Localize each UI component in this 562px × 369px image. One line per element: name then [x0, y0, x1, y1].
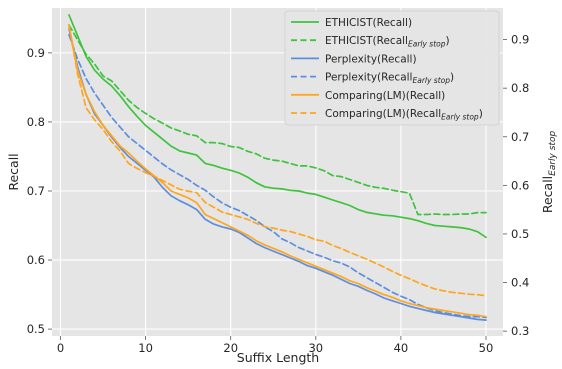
x-tick-label: 20 — [223, 341, 238, 355]
series-line-5 — [68, 24, 487, 297]
x-tick-label: 10 — [138, 341, 153, 355]
legend-label-main: ETHICIST(Recall — [325, 35, 408, 47]
y-right-tick-label: 0.3 — [511, 324, 529, 338]
series-line-2 — [68, 27, 487, 321]
x-tick-label: 50 — [479, 341, 494, 355]
y-right-tick-label: 0.5 — [511, 227, 529, 241]
y-right-tick-label: 0.4 — [511, 276, 529, 290]
x-tick-label: 0 — [57, 341, 64, 355]
legend-label-main: Perplexity(Recall) — [325, 53, 417, 65]
y-left-tick-label: 0.5 — [27, 322, 45, 336]
y-left-tick-label: 0.9 — [27, 46, 45, 60]
series-line-4 — [68, 24, 487, 318]
x-tick-label: 40 — [394, 341, 409, 355]
legend-label-close: ) — [446, 35, 450, 47]
y-right-tick-label: 0.7 — [511, 130, 529, 144]
series-line-1 — [68, 24, 487, 216]
series-line-3 — [68, 33, 487, 319]
y-right-tick-label: 0.8 — [511, 81, 529, 95]
y-left-axis-ticks: 0.5 0.6 0.7 0.8 0.9 — [27, 46, 52, 336]
series-lines — [68, 14, 487, 321]
legend-label-main: Comparing(LM)(Recall) — [325, 90, 445, 102]
legend-label-subscript: Early stop — [408, 40, 446, 49]
legend-label-main: ETHICIST(Recall) — [325, 17, 412, 29]
legend-label: Comparing(LM)(RecallEarly stop) — [325, 108, 483, 122]
y-right-axis-label: RecallEarly stop — [540, 131, 558, 214]
x-axis-ticks: 0 10 20 30 40 50 — [57, 336, 493, 355]
y-right-tick-label: 0.6 — [511, 178, 529, 192]
x-tick-label: 30 — [308, 341, 323, 355]
legend-label-close: ) — [450, 72, 454, 84]
legend-label: ETHICIST(RecallEarly stop) — [325, 35, 450, 49]
legend: ETHICIST(Recall)ETHICIST(RecallEarly sto… — [284, 10, 500, 126]
legend-label: Perplexity(Recall) — [325, 53, 417, 65]
legend-label-subscript: Early stop — [412, 76, 450, 85]
x-axis-label: Suffix Length — [237, 350, 319, 365]
legend-label: ETHICIST(Recall) — [325, 17, 412, 29]
y-right-axis-ticks: 0.3 0.4 0.5 0.6 0.7 0.8 0.9 — [503, 33, 529, 338]
y-left-tick-label: 0.7 — [27, 184, 45, 198]
legend-box — [284, 10, 500, 126]
y-left-tick-label: 0.8 — [27, 115, 45, 129]
y-left-tick-label: 0.6 — [27, 253, 45, 267]
y-right-tick-label: 0.9 — [511, 33, 529, 47]
y-left-axis-label: Recall — [6, 153, 21, 190]
legend-label-close: ) — [479, 108, 483, 120]
legend-label: Perplexity(RecallEarly stop) — [325, 72, 454, 86]
legend-label-main: Comparing(LM)(Recall — [325, 108, 441, 120]
legend-label-subscript: Early stop — [441, 113, 479, 122]
series-line-0 — [68, 14, 487, 239]
legend-label: Comparing(LM)(Recall) — [325, 90, 445, 102]
legend-label-main: Perplexity(Recall — [325, 72, 412, 84]
